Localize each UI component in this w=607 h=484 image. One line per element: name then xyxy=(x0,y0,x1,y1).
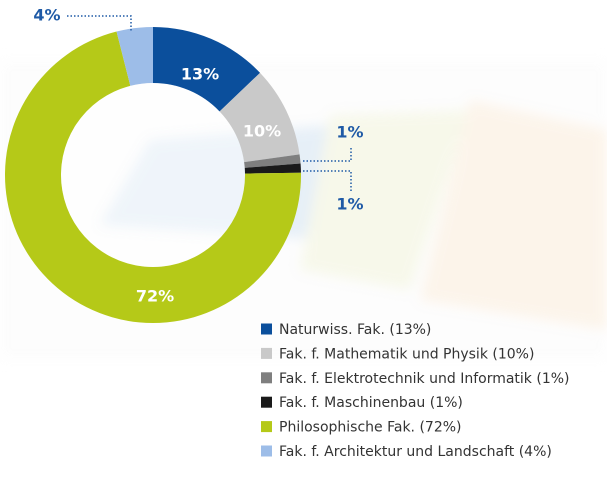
legend-label: Philosophische Fak. (72%) xyxy=(279,420,462,436)
value-label: 72% xyxy=(136,287,174,306)
legend-label: Fak. f. Maschinenbau (1%) xyxy=(279,395,463,411)
legend-swatch xyxy=(261,421,272,432)
value-label: 1% xyxy=(336,123,363,142)
value-label: 10% xyxy=(243,122,281,141)
legend-swatch xyxy=(261,397,272,408)
chart: 13% 10% 1% 1% 72% 4% Naturwiss. Fak. (13%) Fak… xyxy=(0,0,607,484)
legend-swatch xyxy=(261,372,272,383)
donut-hole xyxy=(61,83,245,267)
value-label: 1% xyxy=(336,195,363,214)
legend-swatch xyxy=(261,324,272,335)
legend-swatch xyxy=(261,348,272,359)
legend-label: Naturwiss. Fak. (13%) xyxy=(279,322,431,338)
value-label: 4% xyxy=(33,6,60,25)
legend-label: Fak. f. Mathematik und Physik (10%) xyxy=(279,346,534,362)
value-label: 13% xyxy=(181,65,219,84)
legend-swatch xyxy=(261,446,272,457)
legend-label: Fak. f. Elektrotechnik und Informatik (1… xyxy=(279,371,570,387)
legend-label: Fak. f. Architektur und Landschaft (4%) xyxy=(279,444,552,460)
leader-line xyxy=(67,16,131,31)
